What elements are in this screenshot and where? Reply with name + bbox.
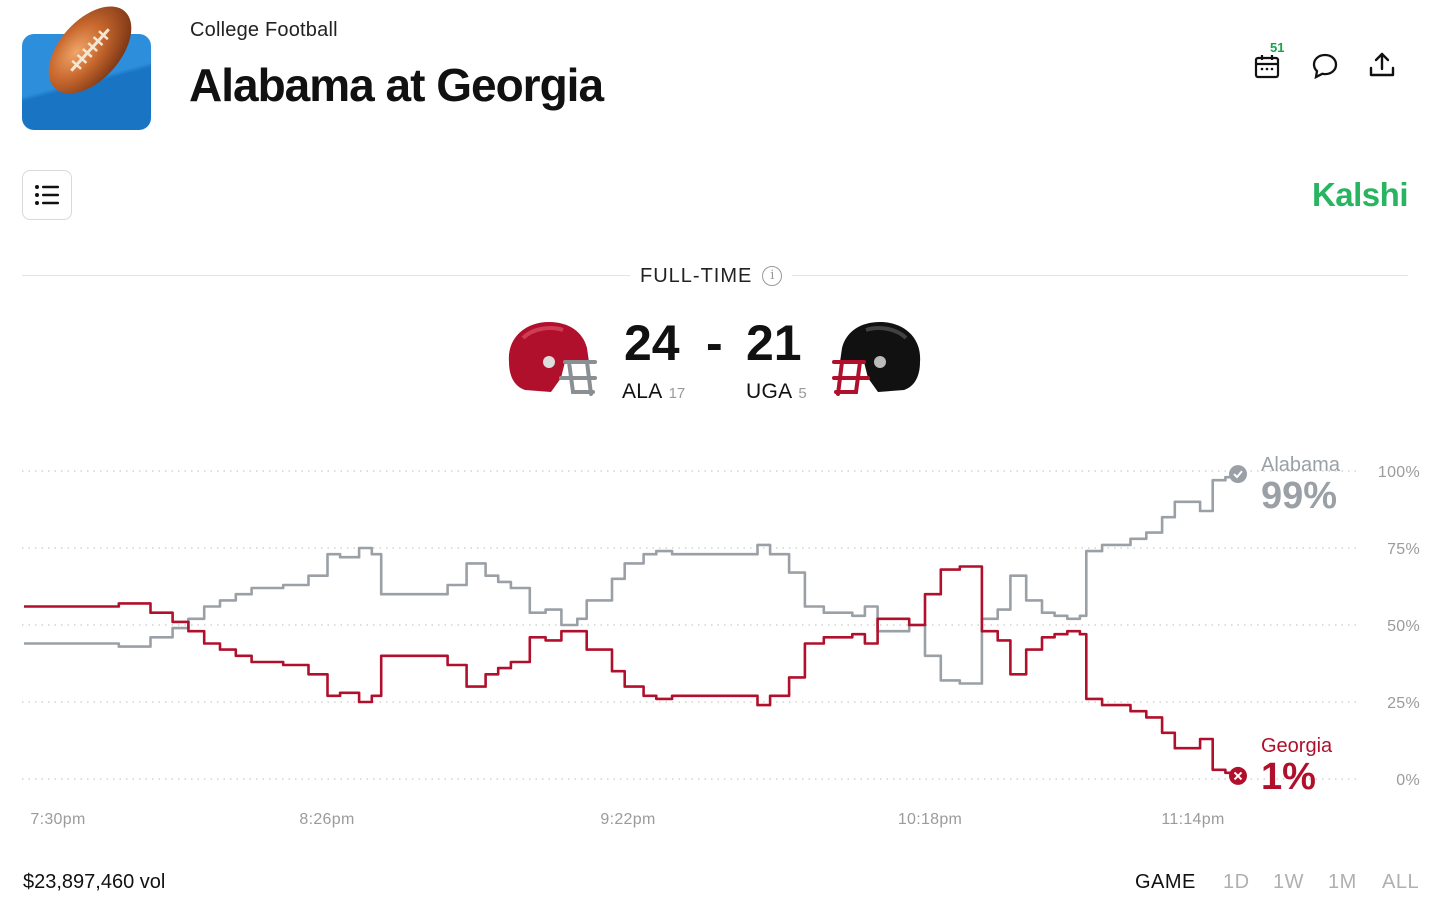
info-icon[interactable]: i bbox=[762, 266, 783, 286]
helmet-icon bbox=[508, 322, 597, 396]
away-team[interactable]: UGA 5 bbox=[746, 380, 807, 404]
home-team[interactable]: ALA 17 bbox=[622, 380, 685, 404]
x-tick-label: 11:14pm bbox=[1161, 811, 1224, 828]
range-1w[interactable]: 1W bbox=[1273, 871, 1304, 893]
share-icon bbox=[1369, 52, 1395, 77]
home-team-abbr: ALA bbox=[622, 380, 663, 403]
comment-button[interactable] bbox=[1305, 46, 1345, 86]
x-tick-label: 10:18pm bbox=[898, 811, 962, 828]
calendar-icon bbox=[1254, 55, 1280, 79]
away-team-abbr: UGA bbox=[746, 380, 793, 403]
y-tick-label: 0% bbox=[1396, 772, 1420, 789]
check-mark bbox=[1233, 470, 1243, 479]
check-icon bbox=[1229, 465, 1247, 484]
odds-chart[interactable]: 100% 75% 50% 25% 0% 7:30pm 8:26pm 9:22pm 10:18pm… bbox=[0, 440, 1440, 840]
calendar-button[interactable] bbox=[1247, 46, 1287, 86]
category-label: College Football bbox=[190, 19, 338, 41]
away-score: 21 bbox=[746, 315, 802, 371]
cross-mark bbox=[1233, 771, 1243, 781]
score-separator: - bbox=[706, 315, 723, 371]
app-icon bbox=[22, 6, 151, 130]
football-icon bbox=[48, 6, 132, 94]
helmet-icon bbox=[832, 322, 921, 396]
series-name-alabama: Alabama bbox=[1261, 454, 1341, 476]
series-line-alabama bbox=[24, 474, 1240, 685]
series-name-georgia: Georgia bbox=[1261, 735, 1333, 757]
alabama-helmet bbox=[503, 318, 599, 405]
away-team-rank: 5 bbox=[798, 385, 807, 402]
y-tick-label: 100% bbox=[1378, 464, 1420, 481]
y-tick-label: 25% bbox=[1387, 695, 1420, 712]
series-value-georgia: 1% bbox=[1261, 756, 1316, 798]
calendar-badge: 51 bbox=[1270, 40, 1285, 55]
list-icon bbox=[35, 185, 59, 205]
series-value-alabama: 99% bbox=[1261, 475, 1337, 517]
georgia-helmet bbox=[830, 318, 926, 405]
range-all[interactable]: ALL bbox=[1382, 871, 1420, 893]
comment-icon bbox=[1312, 53, 1338, 80]
x-tick-label: 9:22pm bbox=[600, 811, 655, 828]
range-game[interactable]: GAME bbox=[1135, 871, 1196, 893]
range-1m[interactable]: 1M bbox=[1328, 871, 1357, 893]
share-button[interactable] bbox=[1362, 45, 1402, 85]
game-status: FULL-TIME i bbox=[630, 262, 793, 290]
y-tick-label: 75% bbox=[1387, 541, 1420, 558]
volume-label: $23,897,460 vol bbox=[23, 871, 166, 893]
range-1d[interactable]: 1D bbox=[1223, 871, 1250, 893]
menu-button[interactable] bbox=[22, 170, 72, 220]
home-score: 24 bbox=[624, 315, 680, 371]
y-tick-label: 50% bbox=[1387, 618, 1420, 635]
x-tick-label: 8:26pm bbox=[299, 811, 354, 828]
x-tick-label: 7:30pm bbox=[30, 811, 85, 828]
status-label: FULL-TIME bbox=[640, 264, 753, 287]
kalshi-logo[interactable]: Kalshi bbox=[1311, 176, 1409, 213]
home-team-rank: 17 bbox=[668, 385, 686, 402]
series-line-georgia bbox=[24, 565, 1240, 776]
page-title: Alabama at Georgia bbox=[189, 59, 604, 111]
